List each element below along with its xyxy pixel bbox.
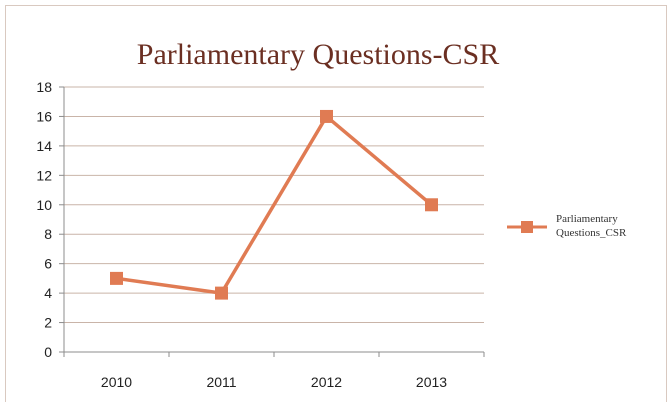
x-tick-label: 2010 (101, 374, 132, 390)
x-tick-label: 2011 (206, 374, 236, 390)
y-tick-label: 0 (44, 344, 52, 360)
x-tick-label: 2013 (416, 374, 447, 390)
y-tick-label: 14 (36, 138, 52, 154)
y-tick-label: 4 (44, 285, 52, 301)
data-point-marker (320, 109, 333, 123)
x-axis-tick-labels: 2010 2011 2012 2013 (101, 374, 447, 390)
chart-frame (5, 5, 667, 402)
y-tick-label: 12 (36, 167, 52, 183)
data-point-marker (215, 286, 228, 300)
y-tick-label: 2 (44, 315, 52, 331)
series-group (110, 109, 438, 300)
data-point-marker (425, 198, 438, 212)
y-tick-label: 18 (36, 79, 52, 95)
y-tick-label: 10 (36, 197, 52, 213)
chart-title: Parliamentary Questions-CSR (136, 38, 500, 71)
series-line (116, 114, 433, 295)
axes (59, 86, 485, 357)
y-tick-label: 6 (44, 256, 52, 272)
legend: Parliamentary Questions_CSR (507, 213, 627, 239)
data-point-marker (110, 271, 123, 285)
legend-label-line2: Questions_CSR (556, 227, 627, 239)
y-tick-label: 16 (36, 108, 52, 124)
y-axis-tick-labels: 0 2 4 6 8 10 12 14 16 18 (36, 79, 52, 360)
legend-label-line1: Parliamentary (556, 213, 618, 225)
x-tick-label: 2012 (311, 374, 342, 390)
legend-marker (521, 221, 533, 233)
y-tick-label: 8 (44, 226, 52, 242)
